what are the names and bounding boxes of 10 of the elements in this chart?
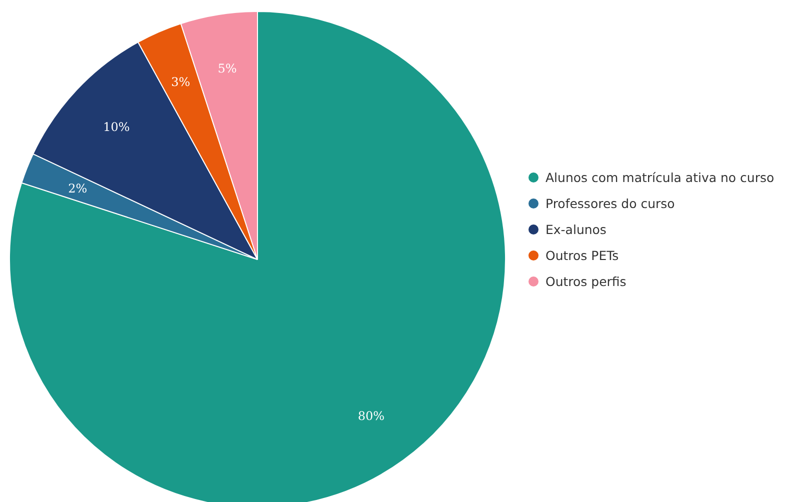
data-label: 2% xyxy=(68,181,88,196)
data-label: 5% xyxy=(218,61,237,76)
legend-label: Ex-alunos xyxy=(546,222,606,237)
legend-label: Outros PETs xyxy=(546,248,619,263)
legend-label: Alunos com matrícula ativa no curso xyxy=(546,170,774,185)
legend-label: Outros perfis xyxy=(546,274,626,289)
data-label: 3% xyxy=(171,74,190,89)
legend-label: Professores do curso xyxy=(546,196,675,211)
data-label: 10% xyxy=(103,120,130,134)
data-label: 80% xyxy=(358,408,385,423)
